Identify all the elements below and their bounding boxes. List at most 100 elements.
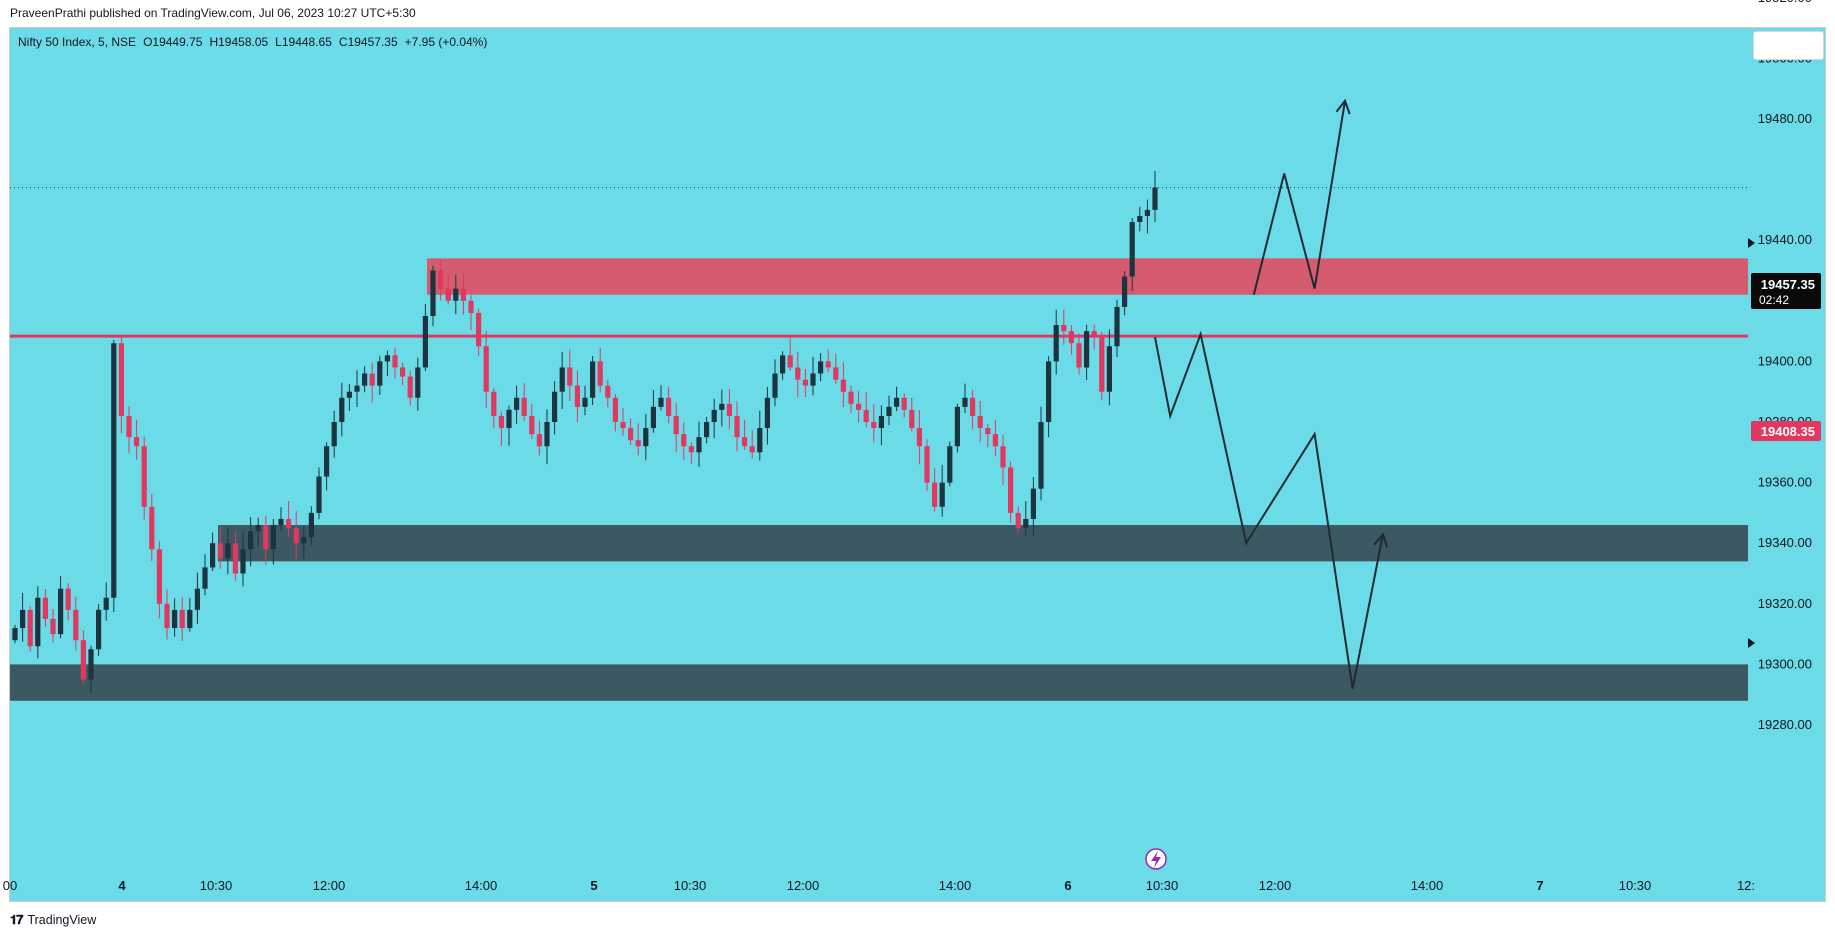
candle-body	[354, 385, 360, 392]
candle-body	[886, 406, 892, 416]
candle-body	[992, 434, 998, 447]
legend-change: +7.95 (+0.04%)	[404, 35, 488, 49]
candle-body	[704, 422, 710, 438]
candle-body	[42, 597, 48, 619]
candle-body	[582, 397, 588, 407]
candle-body	[635, 440, 641, 447]
countdown-value: 02:42	[1759, 293, 1789, 307]
candle-body	[605, 385, 611, 398]
candle-body	[688, 446, 694, 453]
candle-body	[514, 397, 520, 410]
candle-body	[172, 609, 178, 629]
candle-body	[521, 397, 527, 416]
zone-resistance	[427, 258, 1748, 295]
legend-high: H19458.05	[209, 35, 269, 49]
candle-body	[567, 367, 573, 386]
candle-body	[384, 355, 390, 362]
candle-body	[210, 543, 216, 568]
candle-body	[369, 373, 375, 386]
publisher-line: PraveenPrathi published on TradingView.c…	[10, 6, 416, 20]
tradingview-logo-icon: 𝟏𝟕	[10, 912, 24, 927]
candle-body	[35, 597, 41, 647]
candle-body	[666, 397, 672, 416]
bearish-scenario-path	[1154, 330, 1384, 689]
candle-body	[1008, 467, 1014, 513]
chart-area[interactable]	[9, 27, 1826, 902]
candle-body	[400, 367, 406, 377]
candle-body	[301, 537, 307, 544]
candle-body	[559, 367, 565, 392]
candle-body	[1046, 361, 1052, 422]
candle-body	[840, 379, 846, 392]
zone-support-2	[10, 664, 1748, 701]
candle-body	[27, 609, 33, 647]
candle-body	[552, 391, 558, 422]
x-tick-label: 14:00	[1411, 878, 1444, 893]
candle-body	[924, 446, 930, 483]
candle-body	[901, 397, 907, 410]
candle-body	[749, 446, 755, 453]
x-tick-label: 7	[1536, 878, 1543, 893]
candle-body	[377, 361, 383, 386]
candle-body	[1144, 209, 1150, 216]
candle-body	[415, 367, 421, 398]
candle-body	[111, 343, 117, 598]
candle-body	[1106, 346, 1112, 392]
candle-body	[430, 270, 436, 316]
candle-body	[970, 397, 976, 416]
candle-body	[438, 270, 444, 289]
candle-body	[308, 512, 314, 538]
candle-body	[825, 361, 831, 368]
x-tick-label: 14:00	[939, 878, 972, 893]
candle-body	[103, 597, 109, 610]
scale-box[interactable]	[1753, 31, 1824, 60]
candle-body	[1053, 325, 1059, 362]
candle-body	[141, 446, 147, 507]
candle-body	[1068, 331, 1074, 344]
candle-body	[240, 549, 246, 574]
candle-body	[856, 403, 862, 410]
candle-body	[498, 415, 504, 429]
candle-body	[248, 531, 254, 550]
candle-body	[909, 409, 915, 429]
y-tick-label: 19400.00	[1758, 353, 1812, 368]
zone-support-1	[218, 525, 1748, 562]
footer: 𝟏𝟕 TradingView	[10, 912, 96, 928]
y-tick-label: 19360.00	[1758, 475, 1812, 490]
y-tick-label: 19520.00	[1758, 0, 1812, 5]
level-price-value: 19408.35	[1761, 424, 1815, 439]
candle-body	[362, 373, 368, 386]
x-tick-label: 12:00	[787, 878, 820, 893]
candle-body	[848, 391, 854, 404]
candle-body	[894, 397, 900, 407]
candle-body	[194, 588, 200, 610]
candle-body	[1015, 512, 1021, 529]
candle-body	[1152, 187, 1158, 210]
candle-body	[916, 428, 922, 447]
x-tick-label: 10:30	[674, 878, 707, 893]
candle-body	[726, 403, 732, 416]
candle-body	[757, 428, 763, 453]
x-tick-label: 12:00	[1259, 878, 1292, 893]
candle-body	[324, 446, 330, 477]
candle-body	[590, 361, 596, 398]
candle-body	[833, 367, 839, 380]
candle-body	[954, 406, 960, 447]
candle-body	[331, 422, 337, 447]
candle-body	[977, 415, 983, 429]
y-tick-label: 19440.00	[1758, 232, 1812, 247]
footer-brand[interactable]: TradingView	[27, 913, 97, 927]
candle-body	[202, 567, 208, 589]
symbol-legend: Nifty 50 Index, 5, NSE O19449.75 H19458.05…	[18, 35, 494, 49]
candle-body	[293, 528, 299, 544]
candle-body	[20, 609, 26, 629]
candle-body	[597, 361, 603, 386]
y-tick-label: 19320.00	[1758, 596, 1812, 611]
candle-body	[764, 397, 770, 429]
last-price-value: 19457.35	[1761, 277, 1815, 292]
bearish-scenario-arrowhead	[1373, 532, 1389, 548]
candle-body	[643, 428, 649, 447]
candle-body	[225, 543, 231, 559]
y-tick-label: 19300.00	[1758, 656, 1812, 671]
